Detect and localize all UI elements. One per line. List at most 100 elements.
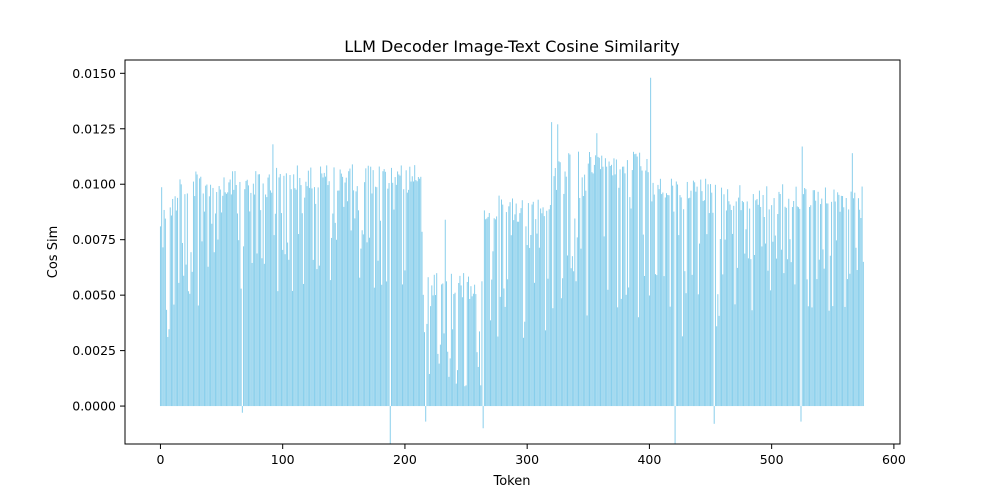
bar bbox=[324, 176, 326, 407]
bar bbox=[617, 307, 619, 407]
bar bbox=[567, 255, 568, 407]
bar bbox=[717, 294, 719, 407]
bar bbox=[354, 218, 356, 407]
bar bbox=[510, 235, 512, 407]
bar bbox=[612, 175, 614, 407]
bar bbox=[552, 308, 554, 407]
bar bbox=[740, 210, 742, 407]
bar bbox=[741, 200, 743, 407]
bar bbox=[685, 293, 687, 407]
bar bbox=[276, 167, 278, 407]
bar bbox=[634, 154, 636, 407]
bar bbox=[475, 294, 477, 407]
bar bbox=[373, 287, 375, 407]
bar bbox=[782, 184, 784, 407]
bar bbox=[170, 215, 172, 407]
bar bbox=[236, 213, 238, 407]
bar bbox=[183, 275, 185, 407]
bar bbox=[733, 205, 735, 407]
bar bbox=[779, 194, 781, 407]
bar bbox=[598, 157, 600, 407]
y-tick-label: 0.0075 bbox=[72, 232, 116, 247]
bar bbox=[778, 191, 780, 407]
bar bbox=[320, 166, 322, 407]
bar bbox=[279, 173, 281, 407]
bar bbox=[300, 185, 302, 407]
bar bbox=[829, 255, 831, 407]
bar bbox=[239, 181, 241, 407]
bar bbox=[603, 236, 605, 407]
bar bbox=[217, 239, 219, 407]
bar bbox=[835, 240, 837, 407]
bar bbox=[218, 186, 220, 407]
bar bbox=[749, 208, 751, 407]
bar bbox=[207, 266, 209, 407]
bar bbox=[383, 169, 385, 407]
bar bbox=[562, 278, 564, 407]
bar bbox=[274, 213, 276, 407]
bar bbox=[718, 315, 720, 407]
bar bbox=[559, 162, 561, 407]
bar bbox=[398, 174, 400, 407]
bar bbox=[818, 259, 820, 407]
bar bbox=[452, 329, 454, 407]
bar bbox=[710, 184, 712, 407]
bar bbox=[622, 166, 624, 407]
bar bbox=[265, 194, 267, 407]
bar bbox=[796, 206, 798, 407]
bar bbox=[496, 216, 498, 407]
bar bbox=[402, 284, 403, 407]
bar bbox=[503, 288, 505, 407]
bar bbox=[185, 264, 187, 407]
x-tick-label: 600 bbox=[882, 452, 906, 467]
bar bbox=[620, 298, 622, 407]
bar bbox=[441, 284, 443, 407]
bar bbox=[461, 297, 463, 407]
bar bbox=[635, 153, 637, 407]
bar bbox=[653, 194, 655, 407]
bar bbox=[805, 189, 807, 407]
bar bbox=[277, 291, 279, 407]
bar bbox=[686, 181, 688, 407]
bar bbox=[504, 306, 506, 407]
bar bbox=[582, 196, 584, 407]
bar bbox=[791, 207, 793, 407]
bar bbox=[860, 218, 862, 407]
bar bbox=[494, 219, 496, 407]
bar bbox=[192, 181, 194, 407]
bar bbox=[755, 200, 757, 407]
bar bbox=[186, 193, 188, 407]
bar bbox=[372, 170, 374, 407]
bar bbox=[288, 259, 290, 407]
bar bbox=[801, 146, 803, 407]
bar bbox=[776, 258, 778, 407]
bar bbox=[216, 192, 218, 407]
bar bbox=[480, 385, 482, 407]
bar bbox=[560, 298, 562, 407]
bar bbox=[422, 294, 424, 407]
bar bbox=[821, 198, 823, 407]
bar bbox=[756, 199, 758, 407]
bar bbox=[563, 193, 565, 407]
bar bbox=[541, 213, 543, 407]
bar bbox=[271, 192, 273, 407]
bar bbox=[754, 255, 756, 407]
bar bbox=[806, 279, 808, 407]
bar bbox=[255, 171, 257, 407]
bar bbox=[329, 280, 331, 407]
bar bbox=[283, 175, 285, 407]
bar bbox=[823, 268, 825, 407]
bar bbox=[168, 329, 170, 407]
bar bbox=[191, 271, 193, 407]
bar bbox=[326, 165, 328, 407]
bar bbox=[757, 204, 759, 407]
bar bbox=[497, 336, 499, 407]
bar bbox=[387, 188, 389, 407]
bar bbox=[197, 305, 199, 407]
bar bbox=[840, 195, 842, 407]
bar bbox=[569, 154, 571, 407]
bar bbox=[290, 189, 292, 407]
bar bbox=[393, 209, 395, 407]
bar bbox=[466, 281, 468, 407]
bar bbox=[345, 177, 347, 407]
